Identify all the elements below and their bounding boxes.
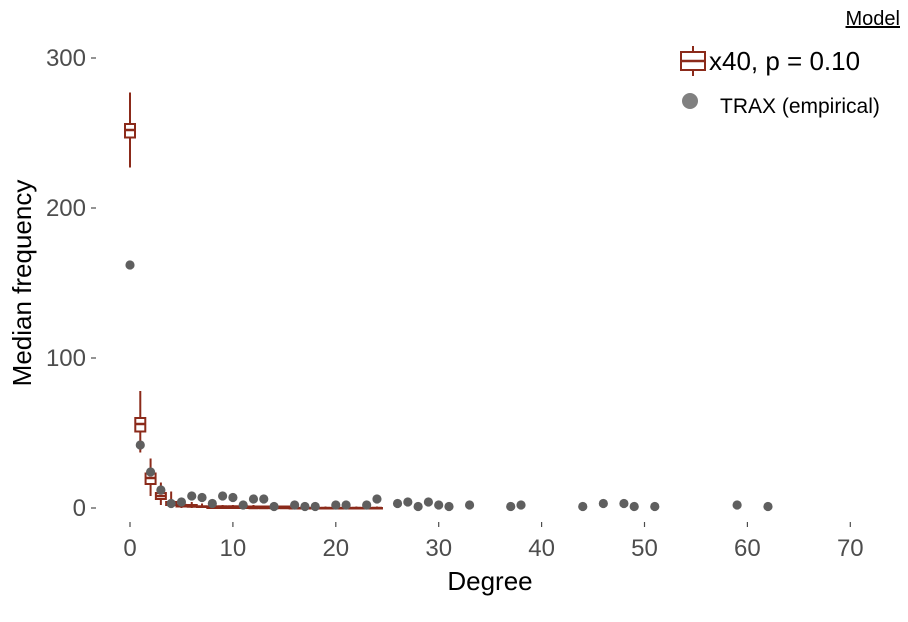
boxplot-degree-7: [196, 503, 209, 508]
x-tick-label: 60: [734, 535, 761, 562]
empirical-point: [434, 500, 444, 510]
y-tick-label: 200: [46, 195, 86, 222]
boxplot-degree-13: [257, 505, 270, 510]
x-tick-label: 50: [631, 535, 658, 562]
boxplot-degree-15: [278, 505, 291, 510]
empirical-point: [598, 498, 608, 509]
boxplot-degree-6: [185, 502, 198, 508]
y-axis-title: Median frequency: [7, 180, 37, 387]
empirical-point: [207, 498, 217, 509]
empirical-point: [310, 501, 320, 512]
y-tick-label: 100: [46, 345, 86, 372]
empirical-point: [392, 498, 403, 509]
empirical-point: [290, 500, 300, 510]
boxplot-degree-24: [370, 506, 383, 510]
x-tick-label: 30: [425, 535, 452, 562]
empirical-point: [269, 501, 279, 512]
empirical-point: [506, 501, 516, 512]
legend-key-points: [682, 93, 698, 109]
legend-key-boxplot: [680, 46, 706, 76]
empirical-point: [629, 501, 639, 512]
empirical-point: [464, 500, 475, 510]
boxplot-degree-19: [319, 506, 332, 510]
empirical-point: [341, 500, 351, 510]
x-tick-label: 40: [528, 535, 555, 562]
empirical-point: [403, 497, 413, 507]
empirical-point: [176, 497, 187, 507]
x-tick-label: 20: [322, 535, 349, 562]
x-tick-label: 70: [837, 535, 864, 562]
empirical-point: [331, 500, 341, 510]
empirical-point: [650, 501, 660, 512]
boxplot-series: [124, 92, 383, 510]
boxplot-degree-10: [226, 505, 239, 509]
empirical-point: [516, 500, 526, 510]
empirical-point: [259, 494, 269, 504]
empirical-point: [135, 440, 145, 450]
boxplot-degree-12: [247, 505, 260, 510]
empirical-point: [444, 501, 454, 512]
empirical-point: [166, 498, 176, 509]
boxplot-degree-9: [216, 505, 229, 509]
y-axis: 0 100 200 300: [46, 45, 96, 522]
y-tick-label: 0: [73, 495, 86, 522]
legend-title: Model: [846, 8, 900, 30]
empirical-point: [248, 494, 259, 504]
legend: Model x40, p = 0.10 TRAX (empirical): [680, 8, 900, 118]
empirical-point: [423, 497, 434, 507]
empirical-point: [187, 491, 197, 501]
empirical-point: [218, 491, 228, 501]
empirical-points-series: [125, 260, 773, 512]
x-axis: 0 10 20 30 40 50 60 70: [123, 522, 864, 562]
boxplot-degree-22: [350, 506, 363, 510]
empirical-point: [300, 501, 310, 512]
empirical-point: [197, 492, 207, 503]
empirical-point: [238, 500, 248, 510]
legend-label-points: TRAX (empirical): [720, 95, 880, 118]
empirical-point: [362, 500, 372, 510]
x-tick-label: 10: [220, 535, 247, 562]
legend-label-boxplot: x40, p = 0.10: [709, 46, 860, 76]
empirical-point: [619, 498, 629, 509]
boxplot-degree-2: [144, 458, 157, 496]
empirical-point: [732, 500, 742, 510]
empirical-point: [145, 467, 156, 477]
empirical-point: [578, 501, 588, 512]
empirical-point: [413, 501, 423, 512]
boxplot-degree-0: [124, 92, 136, 168]
empirical-point: [372, 494, 382, 504]
empirical-point: [125, 260, 135, 270]
empirical-point: [763, 501, 773, 512]
x-tick-label: 0: [123, 535, 136, 562]
y-tick-label: 300: [46, 45, 86, 72]
empirical-point: [156, 485, 166, 495]
x-axis-title: Degree: [447, 566, 532, 596]
empirical-point: [228, 492, 238, 503]
